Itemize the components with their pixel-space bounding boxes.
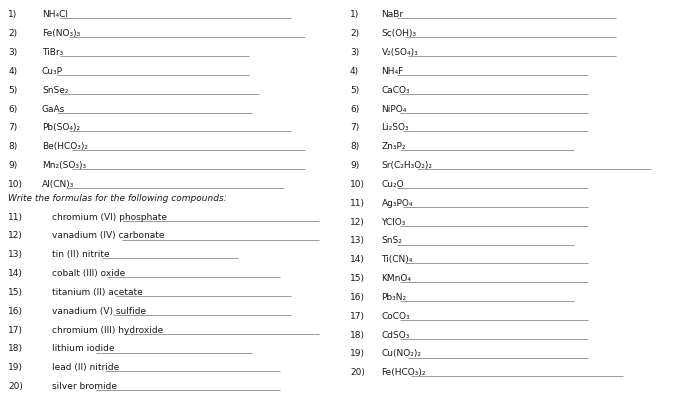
Text: 8): 8)	[350, 142, 359, 151]
Text: Cu₃P: Cu₃P	[42, 66, 63, 76]
Text: 4): 4)	[8, 66, 18, 76]
Text: TiBr₃: TiBr₃	[42, 48, 63, 57]
Text: 4): 4)	[350, 66, 359, 76]
Text: Fe(HCO₃)₂: Fe(HCO₃)₂	[382, 368, 426, 376]
Text: 16): 16)	[350, 292, 365, 301]
Text: GaAs: GaAs	[42, 104, 65, 113]
Text: 10): 10)	[350, 179, 365, 188]
Text: Ti(CN)₄: Ti(CN)₄	[382, 254, 413, 263]
Text: lead (II) nitride: lead (II) nitride	[52, 363, 120, 371]
Text: 16): 16)	[8, 306, 23, 315]
Text: 12): 12)	[350, 217, 365, 226]
Text: SnSe₂: SnSe₂	[42, 85, 69, 95]
Text: Sc(OH)₃: Sc(OH)₃	[382, 29, 416, 38]
Text: vanadium (V) sulfide: vanadium (V) sulfide	[52, 306, 146, 315]
Text: 1): 1)	[350, 10, 359, 19]
Text: 8): 8)	[8, 142, 18, 151]
Text: chromium (VI) phosphate: chromium (VI) phosphate	[52, 212, 167, 221]
Text: Mn₂(SO₃)₃: Mn₂(SO₃)₃	[42, 161, 86, 170]
Text: 19): 19)	[350, 349, 365, 358]
Text: 14): 14)	[350, 254, 365, 263]
Text: 3): 3)	[8, 48, 18, 57]
Text: 11): 11)	[350, 198, 365, 207]
Text: Be(HCO₃)₂: Be(HCO₃)₂	[42, 142, 88, 151]
Text: 6): 6)	[8, 104, 18, 113]
Text: tin (II) nitrite: tin (II) nitrite	[52, 249, 110, 259]
Text: Write the formulas for the following compounds:: Write the formulas for the following com…	[8, 193, 227, 202]
Text: 15): 15)	[350, 273, 365, 282]
Text: Ag₃PO₄: Ag₃PO₄	[382, 198, 413, 207]
Text: vanadium (IV) carbonate: vanadium (IV) carbonate	[52, 231, 165, 240]
Text: SnS₂: SnS₂	[382, 236, 402, 245]
Text: 13): 13)	[8, 249, 23, 259]
Text: 10): 10)	[8, 179, 23, 188]
Text: Cu(NO₂)₂: Cu(NO₂)₂	[382, 349, 421, 358]
Text: 9): 9)	[350, 161, 359, 170]
Text: 3): 3)	[350, 48, 359, 57]
Text: NH₄Cl: NH₄Cl	[42, 10, 68, 19]
Text: NH₄F: NH₄F	[382, 66, 404, 76]
Text: Al(CN)₃: Al(CN)₃	[42, 179, 74, 188]
Text: Li₂SO₃: Li₂SO₃	[382, 123, 409, 132]
Text: lithium iodide: lithium iodide	[52, 344, 115, 353]
Text: V₂(SO₄)₃: V₂(SO₄)₃	[382, 48, 419, 57]
Text: 2): 2)	[350, 29, 359, 38]
Text: cobalt (III) oxide: cobalt (III) oxide	[52, 268, 126, 278]
Text: 20): 20)	[8, 381, 23, 390]
Text: CoCO₃: CoCO₃	[382, 311, 410, 320]
Text: 9): 9)	[8, 161, 18, 170]
Text: Cu₂O: Cu₂O	[382, 179, 404, 188]
Text: 5): 5)	[8, 85, 18, 95]
Text: Pb₃N₂: Pb₃N₂	[382, 292, 407, 301]
Text: NiPO₄: NiPO₄	[382, 104, 407, 113]
Text: 19): 19)	[8, 363, 23, 371]
Text: Pb(SO₄)₂: Pb(SO₄)₂	[42, 123, 80, 132]
Text: 5): 5)	[350, 85, 359, 95]
Text: 2): 2)	[8, 29, 18, 38]
Text: 12): 12)	[8, 231, 23, 240]
Text: CaCO₃: CaCO₃	[382, 85, 410, 95]
Text: 17): 17)	[350, 311, 365, 320]
Text: 14): 14)	[8, 268, 23, 278]
Text: Zn₃P₂: Zn₃P₂	[382, 142, 406, 151]
Text: CdSO₃: CdSO₃	[382, 330, 410, 339]
Text: 1): 1)	[8, 10, 18, 19]
Text: Fe(NO₃)₃: Fe(NO₃)₃	[42, 29, 80, 38]
Text: 7): 7)	[350, 123, 359, 132]
Text: chromium (III) hydroxide: chromium (III) hydroxide	[52, 325, 164, 334]
Text: 11): 11)	[8, 212, 23, 221]
Text: 18): 18)	[350, 330, 365, 339]
Text: KMnO₄: KMnO₄	[382, 273, 412, 282]
Text: 20): 20)	[350, 368, 365, 376]
Text: YClO₃: YClO₃	[382, 217, 406, 226]
Text: titanium (II) acetate: titanium (II) acetate	[52, 287, 144, 296]
Text: silver bromide: silver bromide	[52, 381, 118, 390]
Text: 13): 13)	[350, 236, 365, 245]
Text: Sr(C₂H₃O₂)₂: Sr(C₂H₃O₂)₂	[382, 161, 433, 170]
Text: 6): 6)	[350, 104, 359, 113]
Text: 7): 7)	[8, 123, 18, 132]
Text: 15): 15)	[8, 287, 23, 296]
Text: NaBr: NaBr	[382, 10, 404, 19]
Text: 17): 17)	[8, 325, 23, 334]
Text: 18): 18)	[8, 344, 23, 353]
